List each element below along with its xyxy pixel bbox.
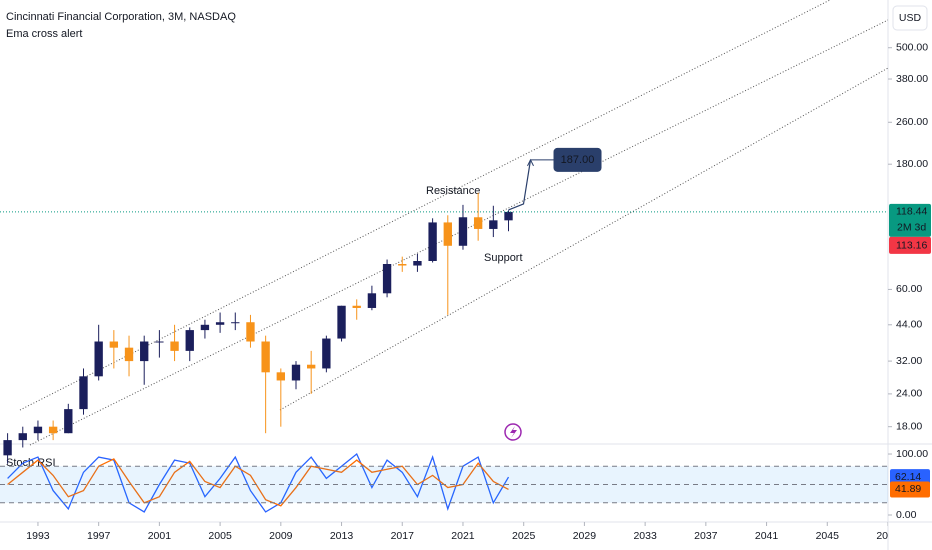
candle-body [458,217,468,246]
indicator-title: Ema cross alert [6,28,82,40]
y-tick-label: 32.00 [896,355,922,367]
alert-bolt [510,426,517,438]
y-tick-label: 24.00 [896,388,922,400]
candle-body [291,364,301,381]
x-tick-label: 2017 [391,530,415,542]
currency-button[interactable] [892,5,928,31]
y-tick-label: 18.00 [896,420,922,432]
channel-line [19,0,831,411]
x-tick-label: 1993 [26,530,50,542]
x-tick-label: 2013 [330,530,354,542]
candle-body [352,305,361,308]
countdown: 2M 3d [897,222,926,234]
currency[interactable]: USD [899,12,922,24]
candle-body [215,322,225,325]
target-label: 187.00 [561,154,595,166]
candle-body [124,347,134,362]
candle-body [94,341,103,377]
x-axis: 1993 1997 2001 2005 2009 2013 2017 2021 2025 2029… [26,522,900,542]
y-tick-label: 500.00 [896,42,928,54]
price-label: 118.44 [896,206,927,218]
prev-price-label: 113.16 [896,240,927,252]
last-value-box [890,469,930,486]
prev-price-box [889,236,931,254]
candle-body [382,263,392,294]
candle-body [307,364,316,369]
y-tick-label: 100.00 [896,448,928,460]
x-tick-label: 2009 [269,530,293,542]
candle-body [48,426,58,434]
candle-body [261,341,270,373]
candle-body [64,409,73,434]
candle-body [367,293,377,308]
plot-area [3,158,554,513]
target-box [553,147,602,172]
candle-body [33,426,43,434]
annotation: Support [484,252,523,264]
candle-body [337,305,346,339]
candle-body [428,222,437,261]
candle-body [443,222,452,246]
y-tick-label: 60.00 [896,283,922,295]
candle-body [322,338,331,369]
candle-body [79,376,88,410]
x-tick-label: 2045 [816,530,840,542]
last-value-box [890,481,930,498]
candle-body [18,433,27,441]
candle-body [231,322,240,324]
channel-line [279,67,888,411]
stoch-line [7,458,509,507]
channel-lines [19,0,888,446]
y-tick-label: 260.00 [896,116,928,128]
y-tick-label: 0.00 [896,509,917,521]
annotation: Resistance [426,185,480,197]
candle-body [473,217,483,229]
last-value-label: 41.89 [895,483,921,495]
channel-line [29,19,888,446]
last-value-label: 62.14 [895,471,921,483]
candle-body [140,341,149,362]
x-tick-label: 2021 [451,530,475,542]
x-tick-label: 2025 [512,530,536,542]
stoch-line [7,452,510,513]
candle-body [109,341,119,348]
x-tick-label: 2049 [876,530,900,542]
x-tick-label: 2029 [573,530,597,542]
candle-body [3,440,12,456]
x-tick-label: 2001 [148,530,172,542]
candle-body [170,341,179,351]
x-tick-label: 2037 [694,530,718,542]
chart-title: Cincinnati Financial Corporation, 3M, NA… [6,11,236,23]
candle-body [200,324,210,331]
y-tick-label: 380.00 [896,73,928,85]
candle-body [185,330,194,351]
y-tick-label: 180.00 [896,158,928,170]
candle-body [504,211,513,221]
projection [508,159,532,211]
candle-body [489,220,498,229]
x-tick-label: 2033 [633,530,657,542]
price-box [889,203,931,237]
candle-body [276,372,285,381]
candle-body [246,322,255,342]
candle-body [398,263,407,266]
candle-body [155,341,164,343]
x-tick-label: 2041 [755,530,779,542]
x-tick-label: 1997 [87,530,111,542]
candle-body [413,260,422,266]
y-tick-label: 44.00 [896,319,922,331]
x-tick-label: 2005 [208,530,232,542]
